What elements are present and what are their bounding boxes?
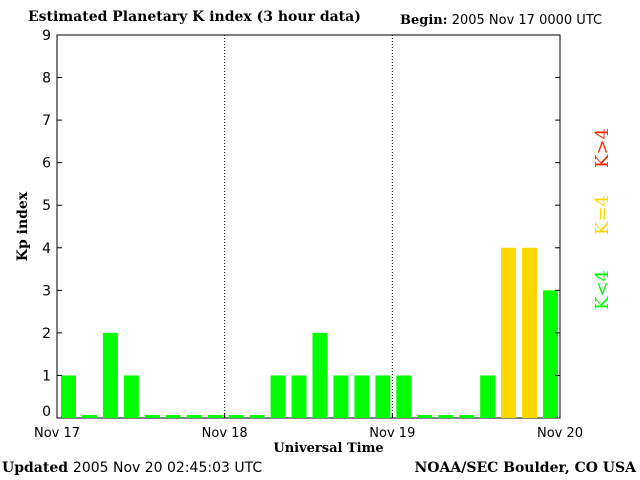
kp-bar — [438, 415, 454, 418]
kp-bar — [186, 415, 202, 418]
kp-bar — [228, 415, 244, 418]
kp-bar — [417, 415, 433, 418]
kp-bar — [207, 415, 223, 418]
y-tick-label: 2 — [42, 326, 51, 342]
kp-bar — [354, 375, 370, 418]
chart-title: Estimated Planetary K index (3 hour data… — [28, 9, 361, 25]
begin-label: Begin: — [400, 13, 448, 28]
kp-bar — [270, 375, 286, 418]
kp-bar — [165, 415, 181, 418]
kp-bar — [249, 415, 265, 418]
kp-chart: 0 1 2 3 4 5 6 7 8 9 Nov 17 Nov 18 Nov 19 Nov 20 Univer… — [15, 28, 613, 456]
kp-bar — [144, 415, 160, 418]
x-tick-label: Nov 18 — [202, 426, 248, 441]
kp-bar — [102, 332, 118, 418]
kp-bar — [396, 375, 412, 418]
kp-bar — [501, 247, 517, 418]
legend-high: K>4 — [592, 128, 613, 168]
kp-bar — [291, 375, 307, 418]
kp-bar — [459, 415, 475, 418]
kp-bar — [522, 247, 538, 418]
y-tick-label: 6 — [42, 156, 51, 172]
begin-info: Begin: 2005 Nov 17 0000 UTC — [400, 13, 602, 28]
source-credit: NOAA/SEC Boulder, CO USA — [414, 460, 637, 476]
kp-bar — [480, 375, 496, 418]
x-tick-label: Nov 20 — [537, 426, 583, 441]
plot-frame — [56, 34, 561, 419]
updated-info: Updated 2005 Nov 20 02:45:03 UTC — [2, 460, 262, 476]
y-axis-label: Kp index — [15, 191, 31, 261]
y-tick-label: 3 — [42, 283, 51, 299]
kp-bar — [123, 375, 139, 418]
updated-value: 2005 Nov 20 02:45:03 UTC — [72, 460, 263, 476]
kp-bar — [333, 375, 349, 418]
kp-bar — [543, 290, 558, 418]
kp-bar — [312, 332, 328, 418]
begin-value: 2005 Nov 17 0000 UTC — [451, 13, 603, 28]
kp-bar — [61, 375, 76, 418]
updated-label: Updated — [2, 460, 69, 476]
x-tick-label: Nov 17 — [34, 426, 80, 441]
x-axis-label: Universal Time — [273, 441, 383, 456]
y-tick-label: 7 — [42, 113, 51, 129]
y-tick-label: 8 — [42, 71, 51, 87]
y-tick-label: 4 — [42, 241, 51, 257]
kp-bar — [81, 415, 97, 418]
y-tick-label: 9 — [42, 28, 51, 44]
x-tick-label: Nov 19 — [369, 426, 415, 441]
legend-equal: K=4 — [592, 195, 613, 235]
legend-low: K<4 — [592, 270, 613, 310]
y-tick-label: 1 — [42, 368, 51, 384]
kp-bar — [375, 375, 391, 418]
y-tick-label: 5 — [42, 198, 51, 214]
y-tick-label: 0 — [42, 404, 51, 420]
